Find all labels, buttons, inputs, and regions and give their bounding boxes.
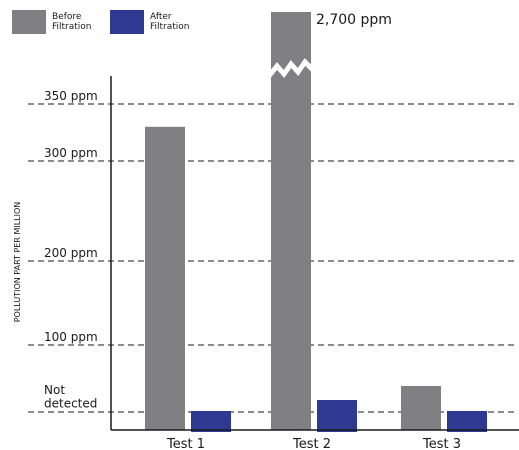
y-axis-label: POLLUTION PART PER MILLION — [13, 202, 22, 323]
legend-label-after: After Filtration — [150, 12, 190, 32]
legend-label-before: Before Filtration — [52, 12, 92, 32]
annotation-2700: 2,700 ppm — [316, 12, 392, 28]
y-tick-label: 200 ppm — [44, 246, 98, 260]
x-tick-label: Test 2 — [292, 437, 331, 450]
legend-before: Before Filtration — [12, 10, 92, 34]
bars — [145, 12, 487, 432]
y-tick-label: 100 ppm — [44, 330, 98, 344]
axis-break — [267, 58, 315, 79]
legend-swatch-before — [12, 10, 46, 34]
bar-after-1 — [191, 411, 231, 432]
legend-after: After Filtration — [110, 10, 190, 34]
bar-before-2 — [271, 12, 311, 430]
bar-after-2 — [317, 400, 357, 432]
bar-before-3 — [401, 386, 441, 430]
bar-before-1 — [145, 126, 185, 431]
x-tick-label: Test 3 — [422, 437, 461, 450]
y-tick-label: 300 ppm — [44, 146, 98, 160]
x-tick-label: Test 1 — [166, 437, 205, 450]
bar-after-3 — [447, 411, 487, 432]
labels: Not detected 100 ppm 200 ppm 300 ppm 350 ppm T… — [13, 12, 461, 450]
axes — [110, 76, 519, 431]
y-tick-label: 350 ppm — [44, 89, 98, 103]
legend-swatch-after — [110, 10, 144, 34]
y-tick-label: Not detected — [44, 383, 97, 411]
